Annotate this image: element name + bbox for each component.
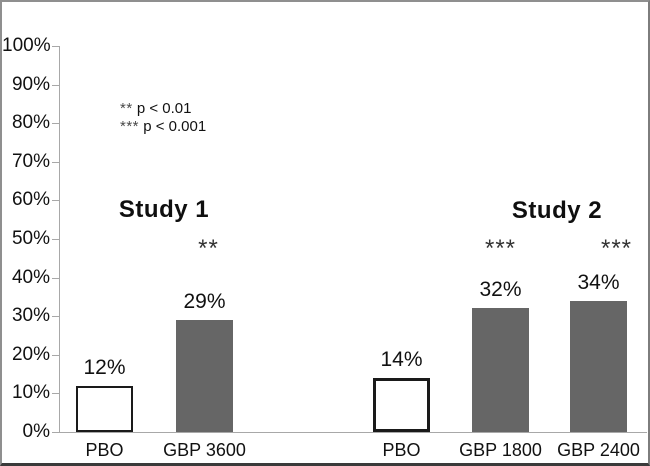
bar-pbo (76, 386, 133, 432)
legend-line-p001: *** p < 0.001 (120, 118, 206, 136)
y-tick-mark (52, 200, 59, 201)
legend-text-p01: p < 0.01 (136, 100, 192, 117)
significance-marker: ** (198, 235, 219, 262)
x-axis-category-label: PBO (85, 440, 124, 460)
study-1-label: Study 1 (118, 196, 210, 223)
y-tick-mark (52, 123, 59, 124)
y-axis-line (59, 46, 60, 433)
bar-value-label: 12% (83, 356, 126, 379)
bar-gbp-3600 (176, 320, 233, 432)
y-tick-label: 20% (11, 344, 50, 365)
bar-pbo (373, 378, 430, 432)
y-tick-label: 100% (2, 35, 51, 56)
y-tick-mark (52, 393, 59, 394)
y-tick-label: 10% (11, 382, 50, 403)
legend-symbol-triple-asterisk: *** (120, 117, 140, 135)
y-tick-mark (52, 278, 59, 279)
y-tick-label: 70% (11, 151, 50, 172)
y-tick-mark (52, 432, 59, 433)
legend-symbol-double-asterisk: ** (120, 100, 133, 117)
bar-value-label: 14% (380, 348, 423, 371)
x-axis-category-label: GBP 2400 (557, 440, 640, 460)
y-tick-mark (52, 355, 59, 356)
y-tick-label: 60% (11, 189, 50, 210)
x-axis-line (59, 432, 647, 433)
x-axis-category-label: GBP 3600 (163, 440, 246, 460)
legend-line-p01: ** p < 0.01 (120, 100, 206, 118)
bar-value-label: 29% (183, 290, 226, 313)
y-tick-label: 0% (22, 421, 50, 442)
significance-marker: *** (600, 235, 633, 262)
x-axis-category-label: PBO (382, 440, 421, 460)
x-axis-category-label: GBP 1800 (459, 440, 542, 460)
y-tick-mark (52, 46, 59, 47)
study-2-label: Study 2 (511, 197, 603, 224)
y-tick-mark (52, 316, 59, 317)
y-tick-label: 80% (11, 112, 50, 133)
bar-value-label: 34% (577, 271, 620, 294)
y-tick-label: 40% (11, 267, 50, 288)
y-tick-label: 90% (11, 74, 50, 95)
bar-gbp-2400 (570, 301, 627, 432)
y-tick-mark (52, 85, 59, 86)
y-tick-label: 50% (11, 228, 50, 249)
bar-value-label: 32% (479, 278, 522, 301)
y-tick-mark (52, 239, 59, 240)
significance-marker: *** (484, 235, 517, 262)
y-tick-mark (52, 162, 59, 163)
y-tick-label: 30% (11, 305, 50, 326)
legend-text-p001: p < 0.001 (143, 117, 207, 135)
bar-gbp-1800 (472, 308, 529, 432)
significance-legend: ** p < 0.01 *** p < 0.001 (120, 100, 206, 135)
